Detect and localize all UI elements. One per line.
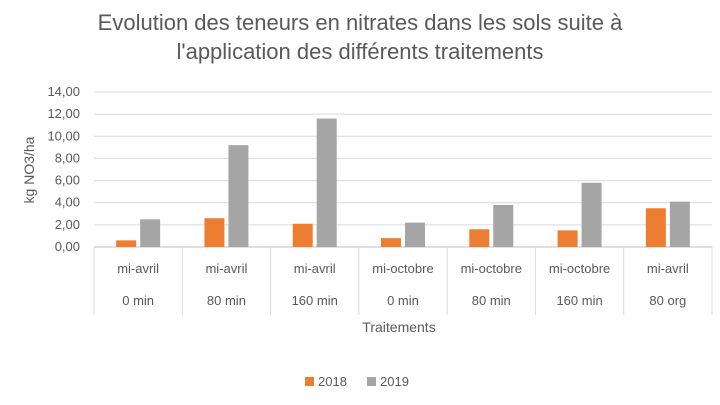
category-dose-label: 80 min — [207, 293, 246, 308]
bar-2018-6 — [645, 208, 666, 247]
category-dose-label: 80 min — [472, 293, 511, 308]
category-period-label: mi-octobre — [549, 261, 610, 276]
bar-2018-1 — [204, 218, 225, 247]
y-tick-label: 6,00 — [55, 173, 80, 188]
bar-2018-4 — [469, 229, 490, 247]
y-tick-label: 10,00 — [47, 128, 80, 143]
category-dose-label: 0 min — [122, 293, 154, 308]
y-tick-label: 12,00 — [47, 106, 80, 121]
category-period-label: mi-avril — [294, 261, 336, 276]
y-tick-label: 8,00 — [55, 150, 80, 165]
category-period-label: mi-octobre — [372, 261, 433, 276]
y-tick-label: 0,00 — [55, 239, 80, 254]
category-dose-label: 160 min — [556, 293, 602, 308]
bar-2018-3 — [381, 238, 401, 247]
bars — [116, 118, 690, 247]
x-axis-label: Traitements — [362, 319, 435, 335]
chart-title-line-2: l'application des différents traitements — [177, 39, 544, 64]
category-dose-label: 80 org — [649, 293, 686, 308]
legend-swatch-2018 — [305, 377, 314, 386]
bar-2019-4 — [493, 204, 514, 247]
y-axis-ticks: 0,00 2,00 4,00 6,00 8,00 10,00 12,00 14,00 — [47, 84, 80, 254]
bar-2019-5 — [581, 182, 602, 247]
legend-label-2019: 2019 — [380, 374, 409, 389]
category-dose-label: 160 min — [292, 293, 338, 308]
bar-2018-0 — [116, 240, 137, 247]
legend-swatch-2019 — [367, 377, 376, 386]
category-period-label: mi-octobre — [461, 261, 522, 276]
bar-2019-1 — [228, 145, 249, 247]
bar-2019-0 — [140, 219, 161, 247]
category-labels: mi-avril 0 min mi-avril 80 min mi-avril 160 m… — [117, 261, 689, 308]
gridlines — [93, 91, 713, 315]
category-dose-label: 0 min — [387, 293, 419, 308]
chart-title-line-1: Evolution des teneurs en nitrates dans l… — [98, 10, 623, 35]
legend-label-2018: 2018 — [318, 374, 347, 389]
bar-2018-5 — [557, 230, 578, 247]
y-axis-label: kg NO3/ha — [21, 136, 37, 203]
y-tick-label: 14,00 — [47, 84, 80, 99]
y-tick-label: 4,00 — [55, 195, 80, 210]
bar-2019-6 — [669, 201, 690, 247]
bar-2019-3 — [405, 222, 425, 247]
legend: 2018 2019 — [305, 374, 409, 389]
category-period-label: mi-avril — [117, 261, 159, 276]
y-tick-label: 2,00 — [55, 217, 80, 232]
category-period-label: mi-avril — [205, 261, 247, 276]
bar-2018-2 — [292, 223, 313, 247]
bar-2019-2 — [316, 118, 337, 247]
category-period-label: mi-avril — [647, 261, 689, 276]
